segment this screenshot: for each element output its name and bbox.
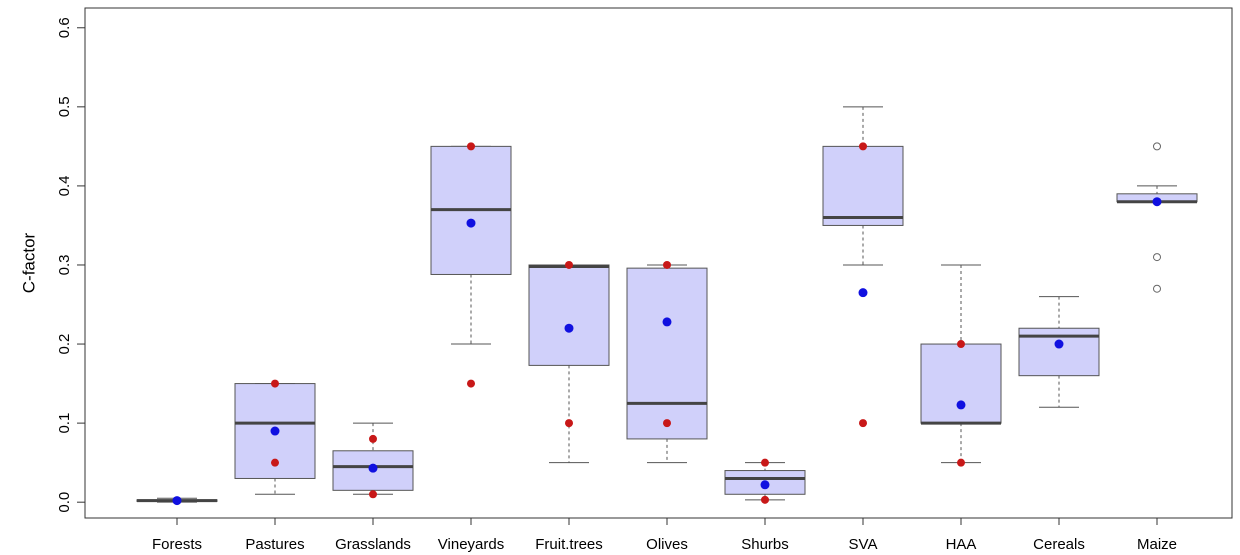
mean [663,317,672,326]
point [663,419,671,427]
point [761,459,769,467]
mean [467,219,476,228]
box [921,344,1001,423]
chart: C-factor 0.0 0.1 0.2 0.3 0.4 0.5 0.6 Forests Pas… [0,0,1240,555]
y-axis-label: C-factor [19,232,38,293]
x-tick-label: Pastures [245,536,304,553]
point [957,459,965,467]
x-tick-label: Cereals [1033,536,1085,553]
y-tick-label: 0.1 [56,413,73,434]
point [565,419,573,427]
y-tick-label: 0.4 [56,175,73,196]
point [663,261,671,269]
y-tick-label: 0.2 [56,334,73,355]
point [859,142,867,150]
y-tick-label: 0.0 [56,492,73,513]
point [271,459,279,467]
mean [1153,197,1162,206]
mean [565,324,574,333]
mean [369,464,378,473]
x-tick-label: Grasslands [335,536,411,553]
x-tick-label: Fruit.trees [535,536,603,553]
point [369,435,377,443]
box [627,268,707,439]
point [271,380,279,388]
x-tick-label: Shurbs [741,536,789,553]
outlier [1154,254,1161,261]
x-tick-label: SVA [849,536,878,553]
box [529,265,609,365]
outlier [1154,143,1161,150]
point [859,419,867,427]
x-tick-label: Olives [646,536,688,553]
mean [271,427,280,436]
box [823,146,903,225]
mean [1055,340,1064,349]
mean [173,496,182,505]
point [467,380,475,388]
mean [761,480,770,489]
x-tick-label: Maize [1137,536,1177,553]
point [565,261,573,269]
x-tick-label: HAA [946,536,977,553]
point [761,496,769,504]
y-tick-label: 0.5 [56,96,73,117]
y-tick-label: 0.6 [56,17,73,38]
outlier [1154,285,1161,292]
point [369,490,377,498]
mean [957,400,966,409]
x-tick-label: Forests [152,536,202,553]
point [957,340,965,348]
mean [859,288,868,297]
point [467,142,475,150]
y-tick-label: 0.3 [56,255,73,276]
x-tick-label: Vineyards [438,536,504,553]
